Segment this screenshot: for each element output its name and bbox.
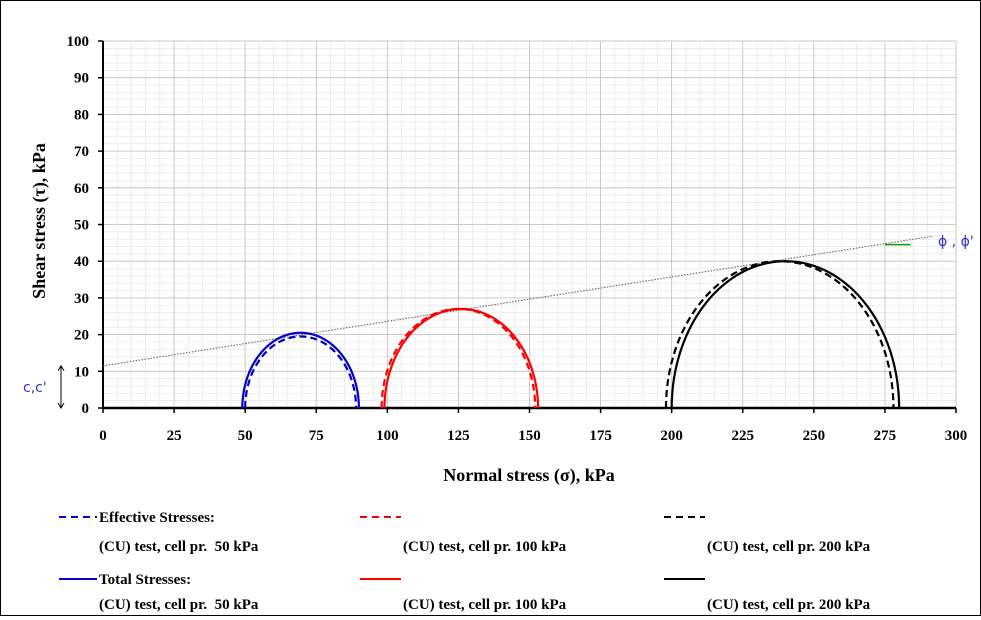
failure-envelope bbox=[102, 235, 934, 367]
mohr-circle-total-4 bbox=[383, 307, 540, 409]
cohesion-label: c,c' bbox=[23, 380, 47, 396]
y-tick-label: 90 bbox=[74, 71, 89, 87]
x-tick-label: 175 bbox=[589, 428, 612, 444]
legend-entry-total-50: (CU) test, cell pr. 50 kPa bbox=[99, 597, 259, 613]
mohr-circle-total-5 bbox=[670, 260, 901, 409]
x-tick-label: 0 bbox=[99, 428, 107, 444]
y-tick-label: 40 bbox=[74, 254, 89, 270]
legend-entry-effective-100: (CU) test, cell pr. 100 kPa bbox=[403, 539, 567, 555]
x-tick-label: 250 bbox=[803, 428, 826, 444]
y-tick-label: 80 bbox=[74, 107, 89, 123]
x-axis-title: Normal stress (σ), kPa bbox=[443, 465, 614, 486]
y-axis-title: Shear stress (τ), kPa bbox=[29, 143, 50, 299]
x-tick-label: 150 bbox=[518, 428, 541, 444]
x-tick-label: 50 bbox=[238, 428, 253, 444]
mohr-circle-total-3 bbox=[241, 331, 360, 409]
legend-entry-effective-50: (CU) test, cell pr. 50 kPa bbox=[99, 539, 259, 555]
y-tick-label: 20 bbox=[74, 328, 89, 344]
x-tick-label: 225 bbox=[732, 428, 755, 444]
y-tick-label: 100 bbox=[67, 34, 90, 50]
y-tick-label: 0 bbox=[82, 401, 90, 417]
x-tick-label: 200 bbox=[660, 428, 683, 444]
x-tick-label: 275 bbox=[874, 428, 897, 444]
major-gridlines bbox=[102, 40, 957, 409]
x-tick-label: 125 bbox=[447, 428, 470, 444]
mohr-circle-effective-2 bbox=[664, 260, 895, 409]
y-tick-label: 50 bbox=[74, 218, 89, 234]
phi-label: ϕ , ϕ' bbox=[938, 234, 974, 250]
axes bbox=[98, 40, 957, 413]
y-tick-label: 10 bbox=[74, 364, 89, 380]
mohr-circles bbox=[241, 260, 901, 409]
failure-envelope-line bbox=[102, 235, 934, 367]
y-tick-label: 60 bbox=[74, 181, 89, 197]
y-tick-label: 30 bbox=[74, 291, 89, 307]
cohesion-arrow-head-top bbox=[57, 364, 65, 372]
cohesion-arrow-head-bottom bbox=[57, 402, 65, 409]
legend-effective-heading: Effective Stresses: bbox=[99, 510, 215, 526]
y-tick-label: 70 bbox=[74, 144, 89, 160]
x-tick-label: 300 bbox=[945, 428, 968, 444]
mohr-circle-effective-0 bbox=[244, 335, 358, 409]
legend-entry-total-100: (CU) test, cell pr. 100 kPa bbox=[403, 597, 567, 613]
annotations: ϕ , ϕ' c,c' bbox=[23, 234, 974, 409]
tick-labels: 0 25 50 75 100 125 150 175 200 225 250 275 300 0 10 20 3… bbox=[67, 34, 968, 444]
x-tick-label: 100 bbox=[376, 428, 399, 444]
x-tick-label: 25 bbox=[167, 428, 182, 444]
legend-total-heading: Total Stresses: bbox=[99, 572, 191, 588]
legend: Effective Stresses: (CU) test, cell pr. … bbox=[59, 510, 871, 613]
legend-entry-total-200: (CU) test, cell pr. 200 kPa bbox=[707, 597, 871, 613]
legend-entry-effective-200: (CU) test, cell pr. 200 kPa bbox=[707, 539, 871, 555]
x-tick-label: 75 bbox=[309, 428, 324, 444]
